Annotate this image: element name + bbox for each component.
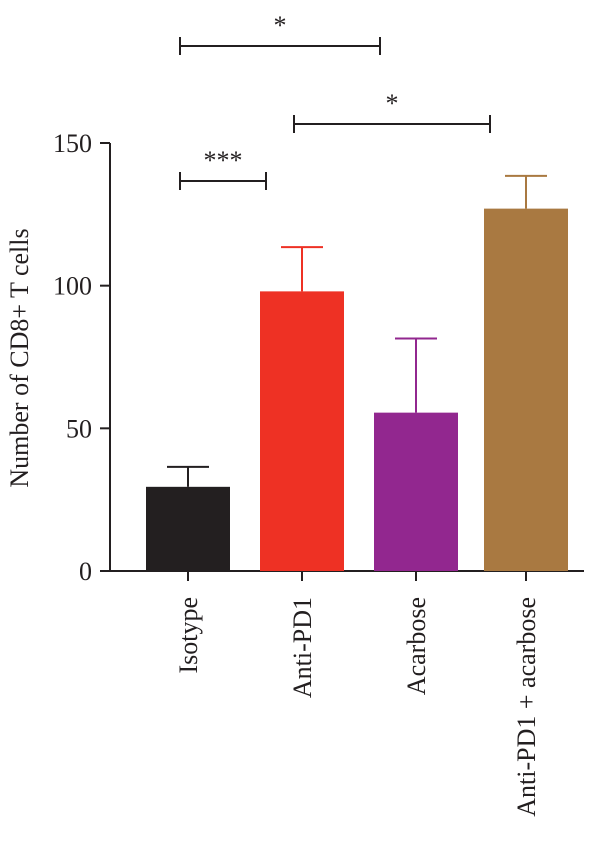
x-tick-label: Acarbose — [402, 597, 431, 695]
significance-label: * — [274, 11, 287, 40]
significance-label: * — [386, 89, 399, 118]
x-tick-label: Anti-PD1 + acarbose — [512, 597, 541, 817]
bar — [374, 412, 458, 571]
x-tick-label: Isotype — [174, 597, 203, 674]
y-tick-label: 50 — [66, 414, 92, 443]
significance-label: *** — [204, 146, 243, 175]
y-axis-title: Number of CD8+ T cells — [5, 228, 34, 487]
bar — [484, 208, 568, 572]
bar — [260, 291, 344, 571]
y-tick-label: 150 — [53, 129, 92, 158]
bar — [146, 486, 230, 571]
x-tick-label: Anti-PD1 — [288, 597, 317, 698]
y-tick-label: 100 — [53, 272, 92, 301]
y-tick-label: 0 — [79, 557, 92, 586]
